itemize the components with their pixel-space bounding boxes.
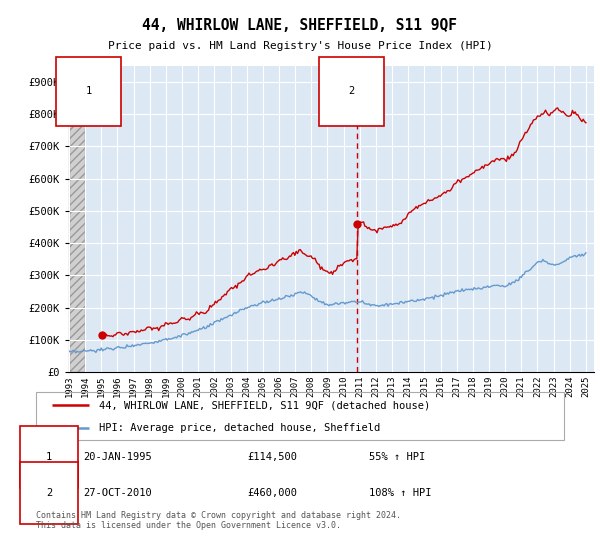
Text: 44, WHIRLOW LANE, SHEFFIELD, S11 9QF (detached house): 44, WHIRLOW LANE, SHEFFIELD, S11 9QF (de… (100, 400, 431, 410)
Text: 27-OCT-2010: 27-OCT-2010 (83, 488, 152, 498)
Text: Price paid vs. HM Land Registry's House Price Index (HPI): Price paid vs. HM Land Registry's House … (107, 41, 493, 51)
Text: HPI: Average price, detached house, Sheffield: HPI: Average price, detached house, Shef… (100, 423, 380, 433)
Text: 1: 1 (46, 451, 52, 461)
Text: 2: 2 (349, 86, 355, 96)
Text: Contains HM Land Registry data © Crown copyright and database right 2024.
This d: Contains HM Land Registry data © Crown c… (36, 511, 401, 530)
Text: 20-JAN-1995: 20-JAN-1995 (83, 451, 152, 461)
Text: 55% ↑ HPI: 55% ↑ HPI (368, 451, 425, 461)
Text: 108% ↑ HPI: 108% ↑ HPI (368, 488, 431, 498)
Text: £460,000: £460,000 (247, 488, 297, 498)
Bar (69, 66, 85, 372)
Text: £114,500: £114,500 (247, 451, 297, 461)
Text: 1: 1 (85, 86, 92, 96)
Text: 2: 2 (46, 488, 52, 498)
Bar (69, 66, 85, 372)
Text: 44, WHIRLOW LANE, SHEFFIELD, S11 9QF: 44, WHIRLOW LANE, SHEFFIELD, S11 9QF (143, 18, 458, 32)
